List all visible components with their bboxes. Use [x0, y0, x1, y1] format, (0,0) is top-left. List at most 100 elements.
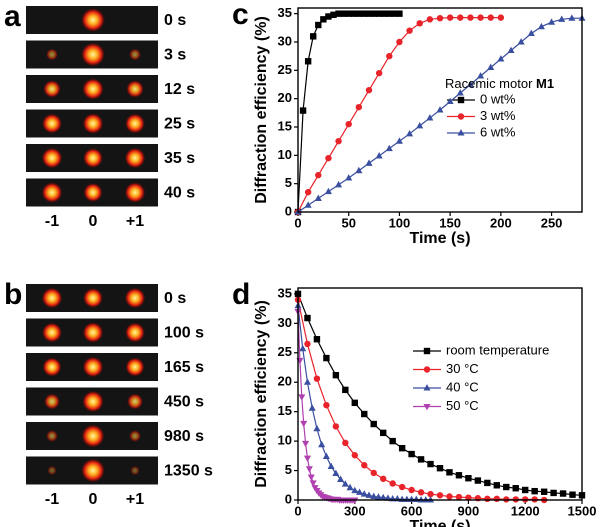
marker [436, 106, 444, 113]
marker [360, 490, 368, 497]
panel-letter: a [4, 0, 21, 33]
marker [398, 444, 406, 452]
marker [374, 493, 382, 500]
diffraction-spot [124, 287, 146, 309]
marker [313, 375, 321, 382]
marker [385, 144, 393, 152]
time-label: 0 s [164, 290, 186, 307]
marker [531, 487, 538, 495]
diffraction-spot [41, 287, 63, 309]
y-tick-label: 20 [278, 90, 292, 105]
diffraction-spot [81, 8, 105, 32]
x-tick-label: 1200 [511, 503, 540, 518]
legend-label: 40 °C [446, 379, 479, 394]
diffraction-spot [125, 357, 145, 377]
diffraction-spot [43, 80, 61, 98]
marker [355, 103, 363, 111]
marker [318, 440, 326, 448]
order-label: 0 [89, 213, 98, 230]
diffraction-spot [42, 322, 62, 343]
marker [335, 137, 342, 145]
marker [327, 462, 335, 469]
marker [457, 14, 464, 21]
marker [398, 483, 406, 491]
marker [304, 340, 311, 348]
marker [323, 401, 330, 409]
y-tick-label: 15 [278, 403, 292, 418]
y-tick-label: 0 [285, 203, 292, 218]
marker [332, 469, 340, 477]
marker [335, 180, 343, 188]
marker [569, 491, 576, 498]
marker [465, 494, 472, 501]
marker [457, 113, 465, 120]
time-label: 165 s [164, 359, 204, 376]
diffraction-spot [83, 182, 103, 203]
marker [335, 10, 342, 17]
diffraction-spot [129, 430, 141, 442]
marker [487, 63, 495, 71]
marker [426, 114, 434, 121]
marker [426, 16, 434, 23]
data-line [297, 299, 545, 501]
marker [389, 480, 396, 487]
marker [313, 336, 321, 343]
diffraction-spot [130, 465, 140, 476]
marker [467, 14, 474, 21]
marker [303, 455, 311, 463]
diffraction-spot [44, 393, 60, 410]
marker [298, 394, 306, 401]
marker [307, 474, 315, 481]
marker [365, 10, 373, 17]
marker [332, 371, 340, 379]
marker [497, 55, 505, 62]
marker [342, 439, 349, 447]
marker [381, 10, 388, 17]
marker [346, 483, 354, 491]
marker [304, 314, 311, 322]
panel-letter: c [232, 0, 249, 31]
x-tick-label: 200 [490, 215, 512, 230]
y-tick-label: 25 [278, 344, 292, 359]
marker [342, 386, 349, 394]
time-label: 100 s [164, 325, 204, 342]
marker [512, 485, 519, 492]
y-tick-label: 35 [278, 285, 292, 300]
legend-label: 50 °C [446, 398, 479, 413]
time-label: 980 s [164, 428, 204, 445]
marker [332, 423, 340, 430]
marker [370, 10, 378, 17]
marker [384, 494, 392, 501]
marker [345, 174, 353, 181]
y-axis-label: Diffraction efficiency (%) [253, 16, 270, 204]
diffraction-spot [129, 48, 141, 61]
y-tick-label: 25 [278, 62, 292, 77]
marker [324, 187, 332, 195]
diffraction-spot [81, 424, 105, 448]
panel-letter: d [232, 278, 250, 311]
marker [304, 58, 312, 65]
marker [351, 399, 358, 407]
order-label: 0 [89, 491, 98, 508]
x-tick-label: 0 [294, 215, 301, 230]
marker [308, 404, 316, 411]
marker [423, 366, 431, 373]
marker [365, 86, 373, 94]
x-tick-label: 150 [439, 215, 461, 230]
marker [537, 22, 545, 30]
marker [309, 480, 317, 487]
diffraction-spot [82, 390, 104, 413]
diffraction-spot [81, 458, 105, 483]
x-tick-label: 900 [458, 503, 480, 518]
marker [356, 488, 364, 495]
marker [370, 469, 377, 477]
diffraction-spot [83, 148, 103, 168]
marker [396, 10, 403, 17]
marker [310, 33, 317, 40]
marker [350, 10, 357, 17]
marker [304, 201, 312, 208]
marker [351, 452, 358, 459]
marker [323, 354, 330, 362]
marker [559, 490, 567, 497]
marker [391, 10, 398, 17]
